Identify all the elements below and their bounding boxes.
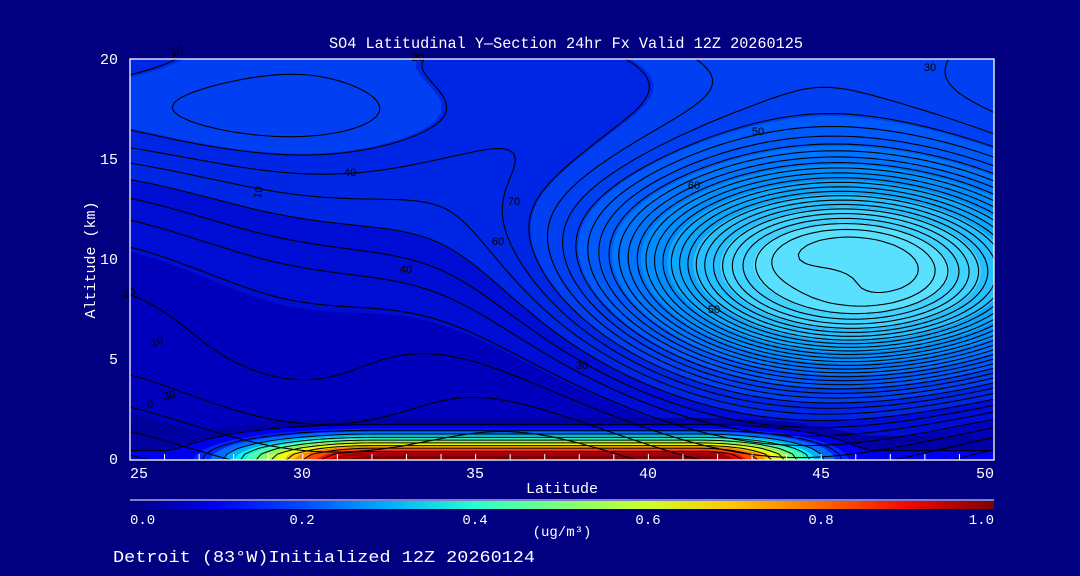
svg-text:1.0: 1.0 xyxy=(969,513,994,529)
svg-text:40: 40 xyxy=(344,167,356,179)
svg-text:50: 50 xyxy=(752,126,764,138)
svg-text:50: 50 xyxy=(708,304,720,316)
svg-text:10: 10 xyxy=(252,185,266,199)
svg-text:Latitude: Latitude xyxy=(526,481,598,498)
svg-text:0.6: 0.6 xyxy=(635,513,660,529)
svg-text:50: 50 xyxy=(976,466,994,483)
svg-text:0.8: 0.8 xyxy=(808,513,833,529)
svg-text:0.2: 0.2 xyxy=(289,513,314,529)
svg-text:0.4: 0.4 xyxy=(462,513,487,529)
svg-text:0: 0 xyxy=(109,452,118,469)
svg-text:Altitude (km): Altitude (km) xyxy=(83,201,100,318)
svg-text:SO4 Latitudinal Y—Section 24hr: SO4 Latitudinal Y—Section 24hr Fx Valid … xyxy=(329,35,803,53)
svg-text:40: 40 xyxy=(639,466,657,483)
svg-text:60: 60 xyxy=(492,236,504,248)
svg-text:5: 5 xyxy=(109,352,118,369)
svg-text:25: 25 xyxy=(130,466,148,483)
svg-text:45: 45 xyxy=(812,466,830,483)
svg-text:0.0: 0.0 xyxy=(130,513,155,529)
svg-text:35: 35 xyxy=(466,466,484,483)
svg-text:10: 10 xyxy=(100,252,118,269)
svg-text:(ug/m³): (ug/m³) xyxy=(533,525,592,541)
svg-text:20: 20 xyxy=(100,52,118,69)
svg-text:20: 20 xyxy=(412,52,424,64)
svg-text:30: 30 xyxy=(162,389,176,403)
svg-text:30: 30 xyxy=(576,360,588,372)
svg-text:70: 70 xyxy=(508,196,520,208)
svg-text:30: 30 xyxy=(924,62,936,74)
svg-text:Detroit (83°W)Initialized 12Z: Detroit (83°W)Initialized 12Z 20260124 xyxy=(113,549,535,568)
svg-text:0: 0 xyxy=(147,399,153,411)
svg-text:30: 30 xyxy=(293,466,311,483)
svg-text:60: 60 xyxy=(688,180,700,192)
svg-text:40: 40 xyxy=(400,264,412,276)
svg-text:15: 15 xyxy=(100,152,118,169)
